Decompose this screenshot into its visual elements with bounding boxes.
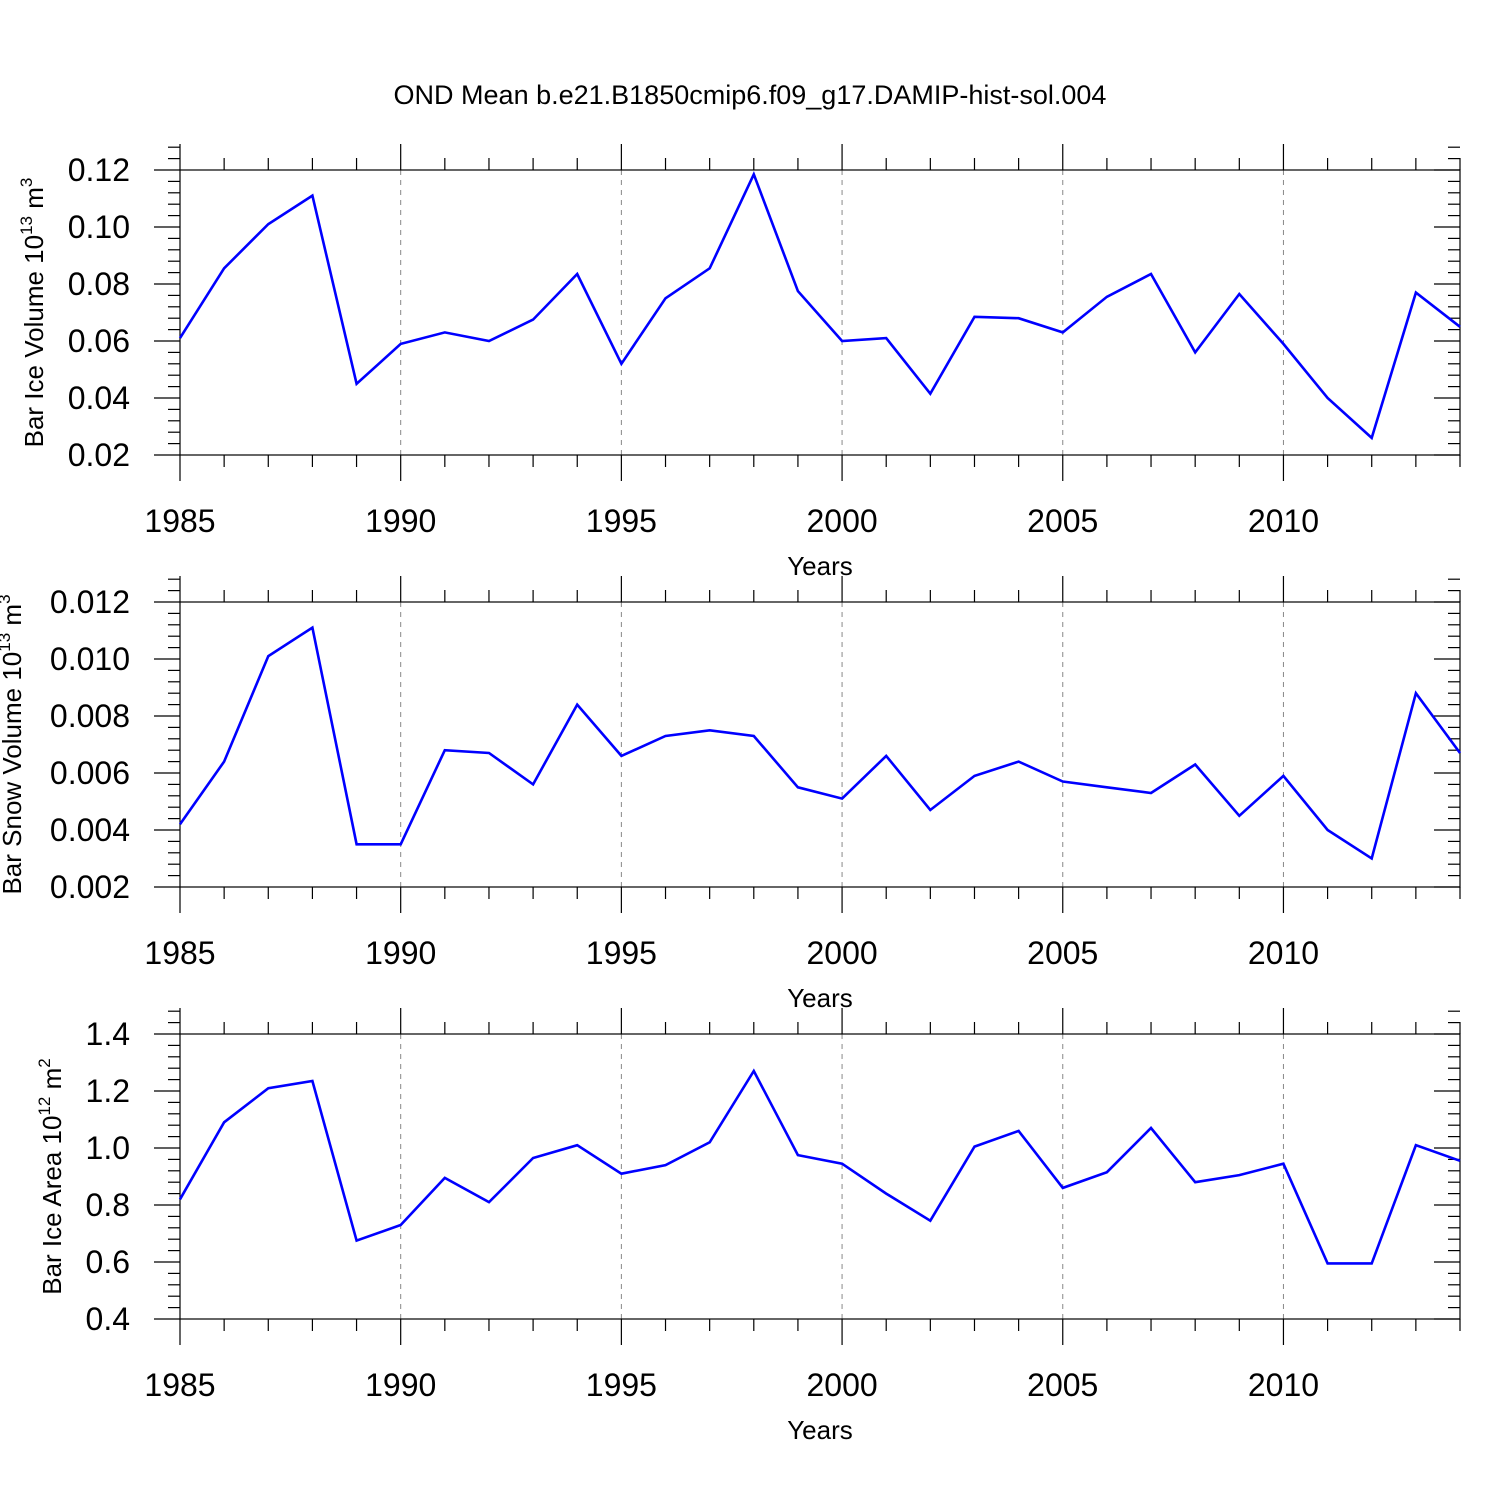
y-tick-label: 0.010 [50, 641, 130, 677]
y-tick-label: 0.02 [68, 437, 130, 473]
y-tick-label: 0.002 [50, 869, 130, 905]
panel-3: 0.4 0.6 0.8 1.0 1.2 1.4 1985 1990 1995 2000 2005 20… [35, 1008, 1461, 1445]
y-tick-label: 0.004 [50, 812, 130, 848]
y-tick-label: 1.0 [86, 1130, 130, 1166]
x-tick-label: 1985 [144, 1367, 215, 1403]
y-axis-title: Bar Ice Volume 1013 m3 [17, 178, 49, 448]
x-tick-label: 1995 [586, 503, 657, 539]
y-tick-label: 0.06 [68, 323, 130, 359]
x-axis-title: Years [787, 983, 853, 1013]
plot-frame [179, 1033, 1461, 1320]
x-tick-label: 2010 [1248, 935, 1319, 971]
x-tick-label: 2000 [806, 503, 877, 539]
x-tick-label: 1990 [365, 935, 436, 971]
x-tick-label: 2000 [806, 1367, 877, 1403]
y-tick-label: 0.012 [50, 584, 130, 620]
y-tick-label: 0.10 [68, 209, 130, 245]
x-tick-label: 1985 [144, 503, 215, 539]
plot-frame [179, 169, 1461, 456]
series-line [178, 170, 1461, 441]
series-line [178, 625, 1462, 861]
y-tick-label: 0.8 [86, 1187, 130, 1223]
y-tick-label: 0.04 [68, 380, 130, 416]
x-axis-title: Years [787, 1415, 853, 1445]
x-tick-label: 1995 [586, 935, 657, 971]
y-tick-label: 0.12 [68, 152, 130, 188]
y-tick-label: 0.4 [86, 1301, 130, 1337]
y-axis-title: Bar Ice Area 1012 m2 [35, 1058, 67, 1295]
x-tick-label: 2000 [806, 935, 877, 971]
x-tick-label: 2005 [1027, 503, 1098, 539]
plot-frame [179, 601, 1461, 888]
series-line [178, 1068, 1461, 1265]
x-tick-label: 2010 [1248, 503, 1319, 539]
y-tick-label: 0.6 [86, 1244, 130, 1280]
y-axis-title: Bar Snow Volume 1013 m3 [0, 594, 27, 894]
x-tick-label: 1995 [586, 1367, 657, 1403]
x-tick-label: 1990 [365, 1367, 436, 1403]
y-tick-label: 0.08 [68, 266, 130, 302]
x-tick-label: 2005 [1027, 1367, 1098, 1403]
y-tick-label: 1.2 [86, 1073, 130, 1109]
x-tick-label: 2005 [1027, 935, 1098, 971]
figure-title: OND Mean b.e21.B1850cmip6.f09_g17.DAMIP-… [393, 80, 1107, 110]
panel-1: 0.02 0.04 0.06 0.08 0.10 0.12 1985 1990 1995 2000… [17, 144, 1461, 581]
y-tick-label: 0.006 [50, 755, 130, 791]
y-tick-label: 1.4 [86, 1016, 130, 1052]
y-tick-label: 0.008 [50, 698, 130, 734]
x-tick-label: 1985 [144, 935, 215, 971]
panel-2: 0.002 0.004 0.006 0.008 0.010 0.012 1985 1990 19… [0, 576, 1462, 1013]
x-axis-title: Years [787, 551, 853, 581]
x-tick-label: 1990 [365, 503, 436, 539]
x-tick-label: 2010 [1248, 1367, 1319, 1403]
